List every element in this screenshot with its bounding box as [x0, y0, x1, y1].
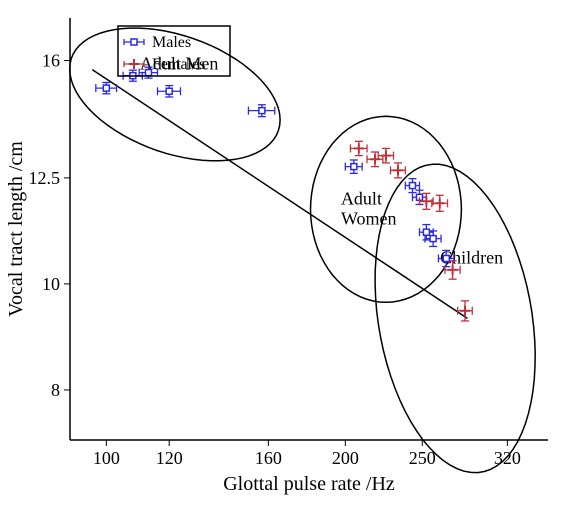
svg-text:Adult: Adult	[341, 188, 382, 208]
svg-text:100: 100	[93, 448, 120, 468]
svg-text:10: 10	[42, 274, 60, 294]
svg-text:160: 160	[255, 448, 282, 468]
svg-text:Vocal tract length /cm: Vocal tract length /cm	[5, 141, 27, 317]
svg-text:8: 8	[51, 380, 60, 400]
svg-text:12.5: 12.5	[29, 168, 61, 188]
group-ellipse	[375, 164, 535, 472]
svg-text:120: 120	[156, 448, 183, 468]
trend-line	[92, 70, 467, 319]
svg-text:Glottal pulse rate /Hz: Glottal pulse rate /Hz	[223, 473, 395, 495]
svg-text:Males: Males	[152, 34, 191, 51]
svg-text:200: 200	[332, 448, 359, 468]
svg-text:Women: Women	[341, 208, 397, 228]
chart-container: 10012016020025032081012.516Glottal pulse…	[0, 0, 562, 506]
svg-text:Females: Females	[152, 56, 205, 73]
svg-text:16: 16	[42, 51, 60, 71]
scatter-chart: 10012016020025032081012.516Glottal pulse…	[0, 0, 562, 506]
